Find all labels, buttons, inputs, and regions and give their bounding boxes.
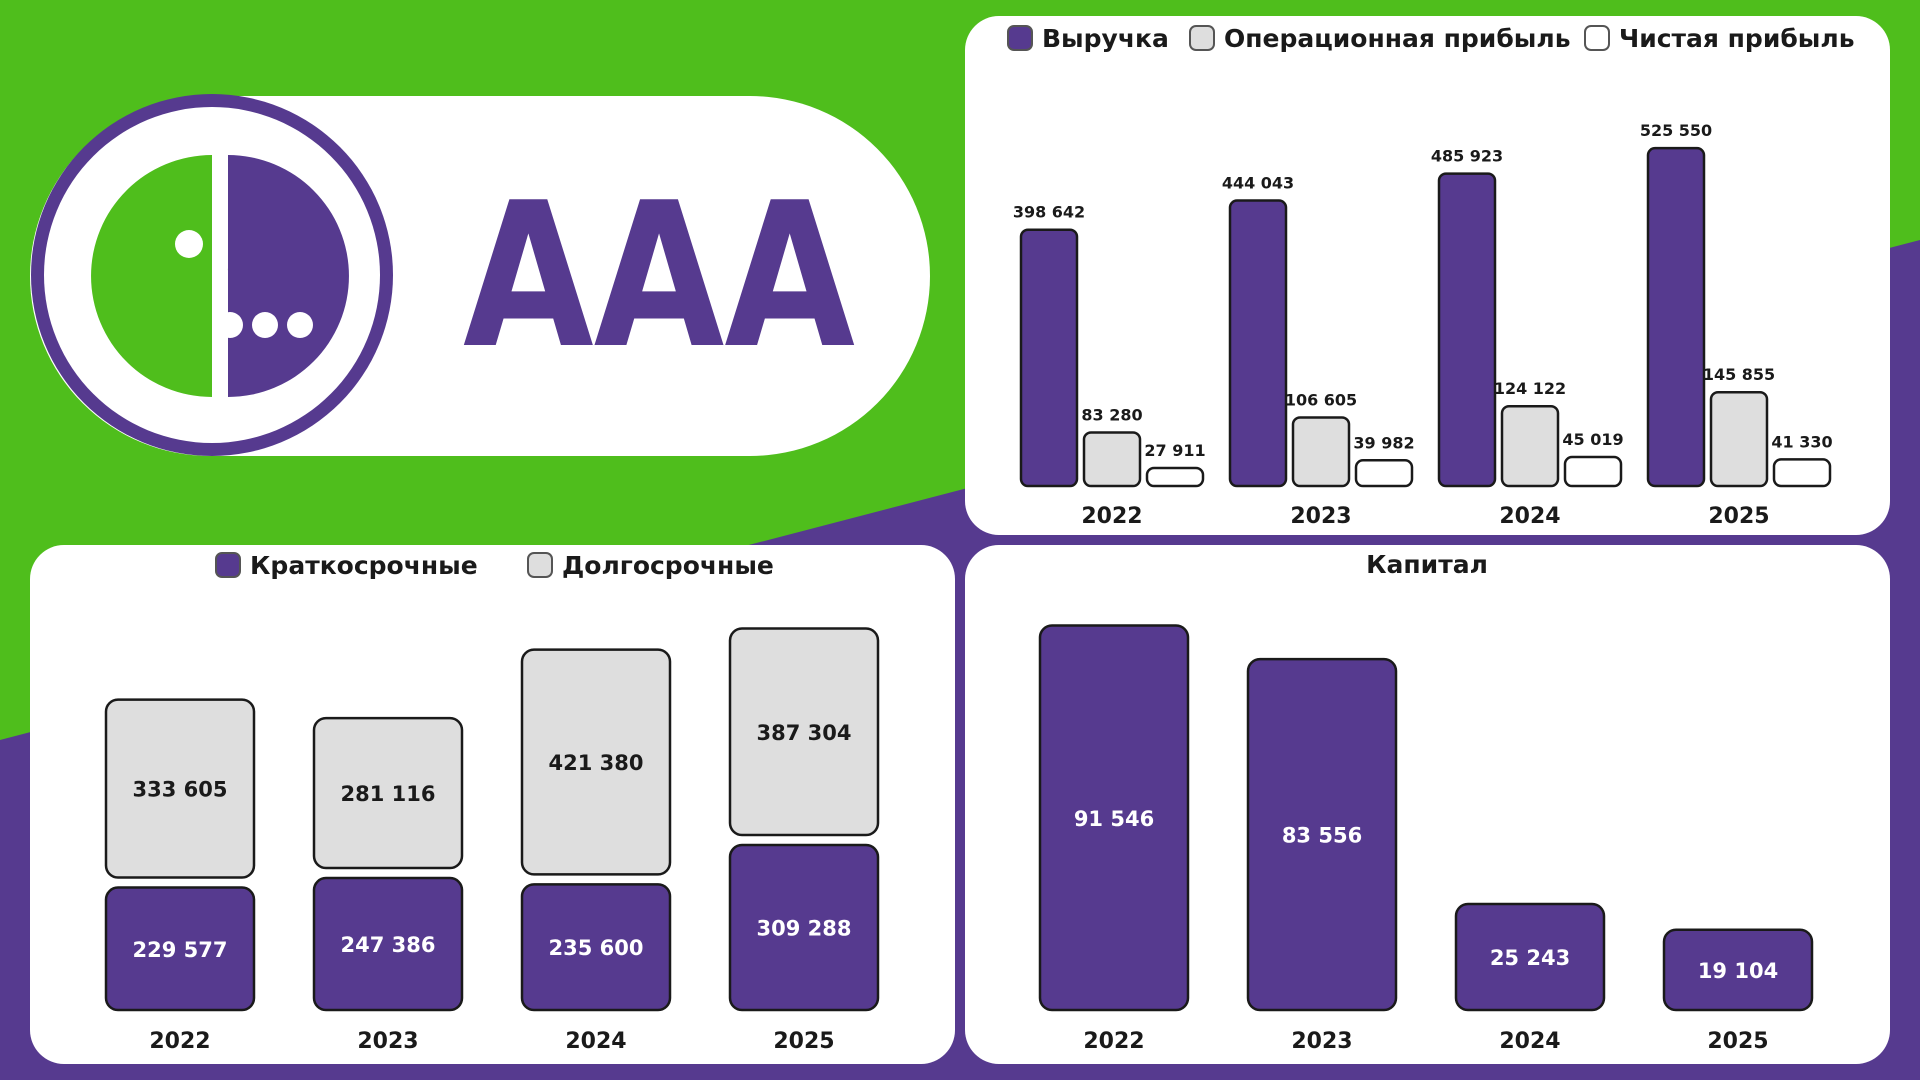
bar-2-1 [1354,459,1414,488]
bar-2-2 [1563,455,1623,488]
data-label-short-0: 229 577 [133,938,228,962]
bar-0-2 [1437,172,1497,488]
x-tick-label-1: 2023 [1291,1029,1352,1054]
data-label-0-3: 525 550 [1640,121,1712,140]
data-label-1-2: 124 122 [1494,379,1566,398]
data-label-0-2: 485 923 [1431,147,1503,166]
bar-long-1 [312,716,464,870]
data-label-long-3: 387 304 [757,721,852,745]
legend-label-0: Краткосрочные [250,551,478,580]
data-label-long-0: 333 605 [133,778,228,802]
bar-0-3 [1646,146,1706,488]
bar-0-0 [1019,228,1079,488]
x-tick-label-3: 2025 [773,1029,834,1054]
x-tick-label-3: 2025 [1708,504,1769,529]
bar-short-2 [520,883,672,1012]
bar-long-2 [520,648,672,876]
x-tick-label-1: 2023 [357,1029,418,1054]
legend-swatch-1 [527,552,553,578]
capital-chart: Капитал 91 546 2022 83 556 2023 25 243 2024 19 … [1038,550,1814,1054]
bar-1-0 [1082,431,1142,488]
legend-label-2: Чистая прибыль [1619,24,1855,53]
debt-chart: Краткосрочные Долгосрочные 229 577 333 605 2… [104,551,880,1054]
data-label-2-1: 39 982 [1353,433,1414,452]
data-label-1-1: 106 605 [1285,390,1357,409]
data-label-2-2: 45 019 [1562,430,1623,449]
bar-2 [1454,902,1606,1012]
debt-panel: Краткосрочные Долгосрочные 229 577 333 605 2… [30,545,955,1064]
legend-swatch-2 [1584,25,1610,51]
data-label-0-1: 444 043 [1222,174,1294,193]
data-label-2-0: 27 911 [1144,441,1205,460]
bar-long-3 [728,627,880,837]
x-tick-label-2: 2024 [1499,1029,1560,1054]
legend-swatch-0 [215,552,241,578]
data-label-1-3: 145 855 [1703,365,1775,384]
data-label-0: 91 546 [1074,807,1154,831]
data-label-1: 83 556 [1282,824,1362,848]
capital-panel: Капитал 91 546 2022 83 556 2023 25 243 2024 19 … [965,545,1890,1064]
bar-1-2 [1500,404,1560,488]
bar-1-1 [1291,416,1351,488]
bar-short-0 [104,886,256,1012]
legend-swatch-1 [1189,25,1215,51]
x-tick-label-1: 2023 [1290,504,1351,529]
x-tick-label-0: 2022 [1081,504,1142,529]
bar-2-3 [1772,458,1832,488]
data-label-1-0: 83 280 [1081,405,1142,424]
bar-0 [1038,624,1190,1012]
megafon-logo-icon [31,94,393,456]
bar-0-1 [1228,199,1288,488]
x-tick-label-0: 2022 [149,1029,210,1054]
bar-3 [1662,928,1814,1012]
data-label-short-1: 247 386 [341,933,436,957]
data-label-short-3: 309 288 [757,917,852,941]
ticker-text: AAA [463,160,855,393]
legend-label-0: Выручка [1042,24,1169,53]
x-tick-label-0: 2022 [1083,1029,1144,1054]
chart-title: Капитал [1366,550,1488,579]
data-label-0-0: 398 642 [1013,203,1085,222]
bar-1-3 [1709,390,1769,488]
data-label-long-1: 281 116 [341,782,436,806]
data-label-long-2: 421 380 [549,751,644,775]
revenue-profit-panel: Выручка Операционная прибыль Чистая прибыл… [965,16,1890,535]
bar-short-3 [728,843,880,1012]
x-tick-label-2: 2024 [565,1029,626,1054]
x-tick-label-3: 2025 [1707,1029,1768,1054]
x-tick-label-2: 2024 [1499,504,1560,529]
revenue-profit-chart: Выручка Операционная прибыль Чистая прибыл… [1007,24,1855,529]
data-label-short-2: 235 600 [549,936,644,960]
legend-label-1: Долгосрочные [562,551,774,580]
bar-long-0 [104,698,256,879]
legend-label-1: Операционная прибыль [1224,24,1571,53]
legend-swatch-0 [1007,25,1033,51]
data-label-2-3: 41 330 [1771,432,1832,451]
data-label-2: 25 243 [1490,946,1570,970]
bar-1 [1246,657,1398,1012]
bar-short-1 [312,876,464,1012]
bar-2-0 [1145,466,1205,488]
logo-area: AAA [0,0,960,470]
data-label-3: 19 104 [1698,959,1778,983]
